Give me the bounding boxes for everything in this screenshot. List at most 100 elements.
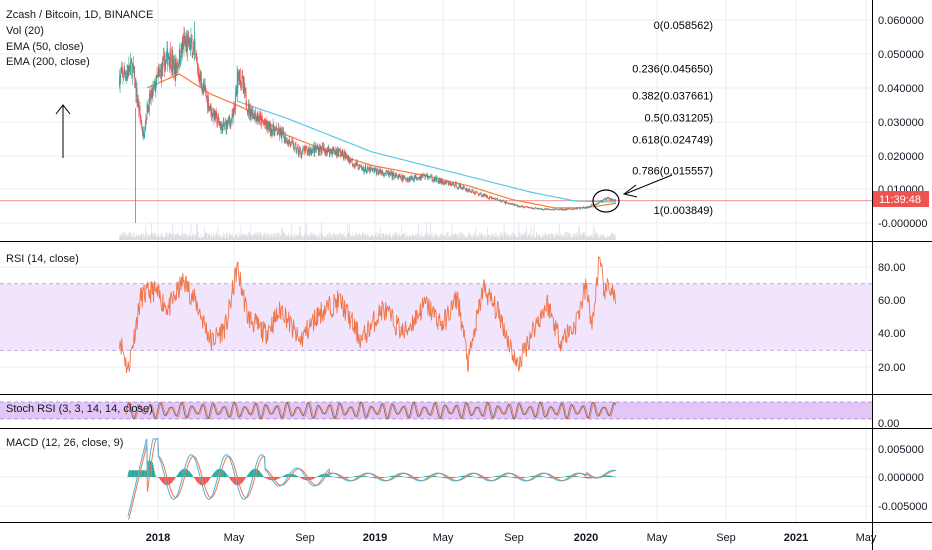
volume-bar <box>267 234 269 240</box>
stoch-axis[interactable]: 0.00 <box>878 418 899 430</box>
volume-bar <box>144 225 146 240</box>
candle-body <box>412 177 414 180</box>
candle-body <box>350 160 352 163</box>
volume-bar <box>266 232 268 240</box>
volume-bar <box>466 237 468 240</box>
volume-bar <box>252 236 253 240</box>
stoch-rsi-pane[interactable]: Stoch RSI (3, 3, 14, 14, close) <box>0 401 872 420</box>
volume-bar <box>490 235 491 240</box>
macd-axis[interactable]: 0.005000 0.000000 -0.005000 <box>878 444 928 513</box>
macd-hist-bar <box>286 474 288 477</box>
volume-bar <box>174 236 175 240</box>
macd-hist-bar <box>382 477 384 478</box>
candle-body <box>416 178 418 180</box>
volume-bar <box>128 233 130 240</box>
main-price-axis[interactable]: 0.060000 0.050000 0.040000 0.030000 0.02… <box>873 15 929 230</box>
rsi-axis[interactable]: 80.00 60.00 40.00 20.00 <box>878 262 906 374</box>
volume-bar <box>187 236 189 240</box>
candle-body <box>563 209 565 210</box>
volume-bar <box>555 235 556 240</box>
candle-body <box>429 175 431 177</box>
candle-body <box>137 101 139 103</box>
volume-bar <box>132 236 133 240</box>
candle-body <box>393 173 395 179</box>
volume-bar <box>580 235 581 240</box>
volume-bar <box>231 232 233 240</box>
volume-bar <box>382 233 384 240</box>
volume-bar <box>456 234 458 240</box>
candle-body <box>592 204 593 206</box>
volume-bar <box>183 234 185 240</box>
macd-hist-bar <box>222 469 224 477</box>
candle-body <box>568 208 570 210</box>
volume-bar <box>533 222 535 240</box>
macd-hist-bar <box>295 475 297 477</box>
volume-bar <box>423 236 425 240</box>
candle-body <box>373 169 375 173</box>
candle-body <box>251 109 253 119</box>
volume-bar <box>414 235 415 240</box>
macd-pane[interactable]: MACD (12, 26, close, 9) <box>6 437 617 520</box>
volume-bar <box>476 235 477 240</box>
candle-body <box>452 183 454 185</box>
candle-body <box>399 175 401 177</box>
main-legend-ema200: EMA (200, close) <box>6 56 90 68</box>
candle-body <box>260 116 262 125</box>
volume-bar <box>238 232 240 240</box>
candle-body <box>353 164 355 166</box>
volume-bar <box>388 235 390 240</box>
macd-hist-bar <box>374 477 376 479</box>
volume-bar <box>324 235 325 240</box>
candle-body <box>584 208 586 209</box>
volume-bar <box>248 232 250 240</box>
volume-bar <box>151 222 153 240</box>
candle-body <box>544 208 545 210</box>
candle-body <box>397 177 399 179</box>
grid <box>0 0 872 522</box>
volume-bar <box>234 236 235 240</box>
volume-bar <box>402 234 403 240</box>
volume-bar <box>122 232 123 240</box>
volume-bar <box>413 235 415 240</box>
macd-hist-bar <box>470 475 471 477</box>
volume-bar <box>190 223 192 240</box>
candle-body <box>179 50 181 64</box>
macd-hist-bar <box>409 477 411 479</box>
volume-bar <box>205 232 206 240</box>
volume-bar <box>271 233 272 240</box>
volume-bar <box>538 236 539 240</box>
macd-hist-bar <box>548 477 550 478</box>
candle-body <box>142 131 144 134</box>
volume-bar <box>193 236 195 240</box>
volume-bar <box>258 232 260 240</box>
volume-bar <box>262 234 264 240</box>
volume-bar <box>298 236 299 240</box>
candle-body <box>202 84 204 89</box>
time-axis[interactable]: 2018 May Sep 2019 May Sep 2020 May Sep 2… <box>146 532 877 544</box>
macd-hist-bar <box>176 475 178 477</box>
volume-bar <box>255 233 256 240</box>
candle-body <box>173 62 175 75</box>
candle-body <box>500 200 502 202</box>
candle-body <box>487 198 489 199</box>
candle-body <box>341 152 343 154</box>
volume-bar <box>201 237 202 240</box>
macd-hist-bar <box>289 473 291 477</box>
macd-hist-bar <box>354 476 356 477</box>
macd-hist-bar <box>274 477 276 480</box>
candle-body <box>294 144 296 149</box>
main-price-pane[interactable]: 0(0.058562)0.236(0.045650)0.382(0.037661… <box>0 9 872 240</box>
volume-bar <box>449 236 451 240</box>
candle-body <box>138 101 140 112</box>
volume-bar <box>404 237 406 240</box>
candle-body <box>178 64 180 67</box>
candle-body <box>546 208 548 210</box>
candle-body <box>216 113 218 125</box>
macd-hist-bar <box>538 475 539 477</box>
candle-body <box>141 129 143 134</box>
rsi-pane[interactable]: RSI (14, close) <box>0 253 872 373</box>
candle-body <box>504 202 506 204</box>
macd-hist-bar <box>189 472 191 477</box>
volume-bar <box>512 237 514 240</box>
